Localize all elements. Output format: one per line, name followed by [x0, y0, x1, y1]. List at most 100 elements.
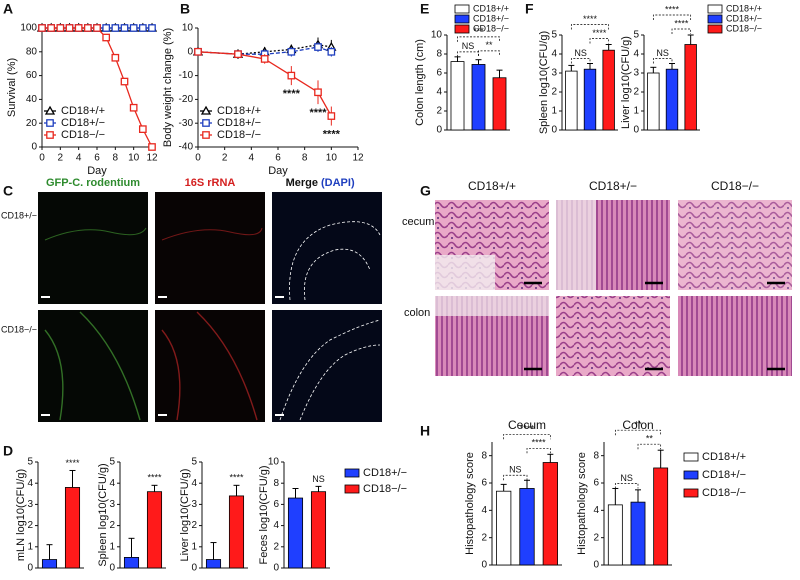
row-label: CD18−/− — [1, 324, 37, 334]
bar — [583, 68, 597, 131]
bar — [228, 495, 245, 569]
y-tick-label: 8 — [481, 450, 487, 461]
y-tick-label: 80 — [26, 46, 38, 57]
y-tick-label: 2 — [27, 520, 33, 531]
y-tick-label: 10 — [431, 30, 443, 41]
y-tick-label: 8 — [273, 478, 279, 489]
y-tick-label: 4 — [273, 520, 279, 531]
y-tick-label: 4 — [593, 505, 599, 516]
microscopy-grid — [38, 192, 382, 422]
marker — [129, 103, 138, 112]
significance-bracket — [589, 38, 610, 44]
image — [155, 310, 265, 422]
y-tick-label: 3 — [109, 499, 115, 510]
y-tick-label: -30 — [179, 118, 194, 129]
x-tick-label: 4 — [76, 153, 82, 164]
column-label: Merge — [286, 177, 318, 189]
legend-label: CD18−/− — [702, 487, 746, 499]
marker — [202, 119, 210, 127]
y-tick-label: 3 — [191, 499, 197, 510]
significance-label: **** — [323, 128, 341, 140]
legend-label: CD18−/− — [726, 23, 762, 33]
bar — [492, 77, 507, 131]
y-axis-label: Body weight change (%) — [162, 28, 174, 147]
significance-label: **** — [520, 424, 535, 434]
bar — [684, 44, 697, 131]
y-axis-label: Survival (%) — [6, 58, 18, 117]
significance-label: **** — [147, 473, 162, 483]
y-tick-label: 6 — [593, 478, 599, 489]
y-tick-label: 4 — [481, 505, 487, 516]
significance-bracket — [503, 433, 551, 440]
column-label: CD18−/− — [711, 179, 759, 193]
y-tick-label: 2 — [109, 520, 115, 531]
bar — [519, 488, 535, 566]
y-tick-label: 1 — [551, 106, 557, 117]
y-tick-label: 4 — [109, 478, 115, 489]
y-axis-label: Spleen log10(CFU/g) — [538, 31, 550, 134]
y-tick-label: -10 — [179, 70, 194, 81]
y-axis-label: mLN log10(CFU/g) — [15, 469, 27, 561]
significance-label: *** — [473, 26, 484, 36]
y-tick-label: 40 — [26, 94, 38, 105]
y-tick-label: 5 — [633, 30, 639, 41]
marker — [44, 105, 56, 115]
legend-label: CD18+/+ — [473, 3, 509, 13]
significance-label: ** — [634, 420, 642, 430]
panel-letter: H — [420, 423, 430, 439]
y-tick-label: 1 — [191, 541, 197, 552]
marker — [194, 47, 202, 56]
x-axis-label: Day — [87, 165, 107, 177]
y-axis-label: Spleen log10(CFU/g) — [97, 463, 109, 566]
y-tick-label: 2 — [273, 541, 279, 552]
y-tick-label: 2 — [633, 87, 639, 98]
y-tick-label: 100 — [20, 23, 37, 34]
legend-swatch — [683, 470, 699, 480]
y-tick-label: 0 — [436, 125, 442, 136]
image-detail — [435, 255, 495, 290]
x-tick-label: 10 — [326, 153, 338, 164]
y-tick-label: 6 — [481, 478, 487, 489]
y-tick-label: 1 — [109, 541, 115, 552]
legend-label: CD18+/− — [61, 117, 105, 129]
bar — [41, 559, 58, 569]
image — [272, 192, 382, 304]
marker — [46, 131, 54, 139]
y-tick-label: 5 — [109, 457, 115, 468]
x-tick-label: 12 — [352, 153, 364, 164]
significance-label: **** — [665, 4, 680, 14]
bar — [496, 490, 512, 566]
legend-label: CD18+/− — [363, 467, 407, 479]
legend-swatch — [707, 14, 723, 24]
y-tick-label: 5 — [551, 30, 557, 41]
y-tick-label: 1 — [633, 106, 639, 117]
bar — [565, 70, 578, 131]
y-axis-label: Colon length (cm) — [414, 39, 426, 126]
significance-label: ** — [646, 434, 654, 444]
significance-label: **** — [532, 438, 547, 448]
bar — [653, 467, 669, 566]
image — [38, 310, 148, 422]
significance-label: **** — [229, 473, 244, 483]
legend-label: CD18+/+ — [726, 3, 762, 13]
column-label: (DAPI) — [321, 177, 355, 189]
marker — [148, 143, 156, 151]
x-tick-label: 10 — [128, 153, 140, 164]
significance-label: ** — [485, 40, 493, 50]
legend-label: CD18−/− — [217, 129, 261, 141]
marker — [314, 88, 322, 97]
marker — [202, 131, 210, 139]
marker — [47, 24, 56, 32]
y-tick-label: 60 — [26, 70, 38, 81]
image — [272, 310, 382, 422]
x-tick-label: 6 — [275, 153, 281, 164]
bar — [123, 557, 140, 569]
significance-label: NS — [656, 48, 669, 58]
chart-title: Colon — [622, 418, 653, 432]
panel-letter: E — [420, 1, 429, 17]
y-tick-label: 0 — [481, 560, 487, 571]
legend-label: CD18+/− — [473, 13, 509, 23]
significance-label: NS — [312, 474, 325, 484]
significance-label: **** — [592, 28, 607, 38]
